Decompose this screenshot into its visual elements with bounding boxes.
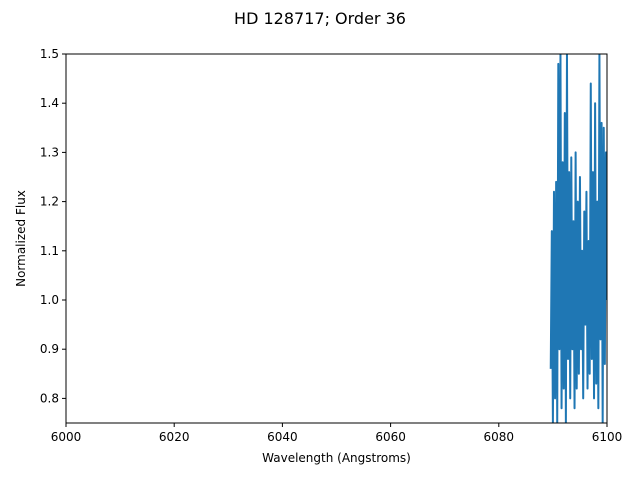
y-tick-label: 1.3 <box>40 145 59 159</box>
x-tick-label: 6000 <box>51 430 82 444</box>
x-tick-label: 6060 <box>375 430 406 444</box>
y-tick-label: 1.2 <box>40 195 59 209</box>
x-tick-label: 6040 <box>267 430 298 444</box>
y-tick-label: 1.0 <box>40 293 59 307</box>
x-tick-label: 6080 <box>484 430 515 444</box>
y-tick-label: 1.5 <box>40 47 59 61</box>
series-line-0 <box>549 54 607 423</box>
y-tick-label: 1.1 <box>40 244 59 258</box>
x-axis-label: Wavelength (Angstroms) <box>262 451 411 465</box>
chart-title: HD 128717; Order 36 <box>234 9 406 28</box>
x-axis: 6000 6020 6040 6060 6080 6100 <box>51 423 623 444</box>
y-tick-label: 1.4 <box>40 96 59 110</box>
plot-frame <box>65 53 608 424</box>
y-axis-label: Normalized Flux <box>14 190 28 287</box>
y-tick-label: 0.9 <box>40 342 59 356</box>
x-tick-label: 6100 <box>592 430 623 444</box>
y-tick-label: 0.8 <box>40 391 59 405</box>
x-tick-label: 6020 <box>159 430 190 444</box>
y-axis: 0.8 0.9 1.0 1.1 1.2 1.3 1.4 1.5 <box>40 47 66 405</box>
